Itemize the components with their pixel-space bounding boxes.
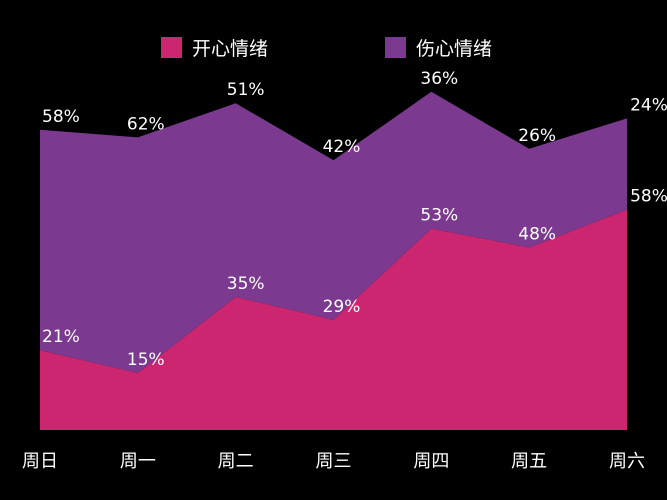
- label-happy-4: 53%: [420, 206, 458, 226]
- label-happy-2: 35%: [227, 274, 265, 294]
- label-sad-6: 24%: [630, 95, 667, 115]
- legend-swatch-happy: [161, 37, 182, 58]
- area-sad: [40, 91, 627, 374]
- x-tick-2: 周二: [218, 451, 254, 472]
- label-sad-5: 26%: [518, 126, 556, 146]
- legend-label-sad: 伤心情绪: [416, 38, 492, 60]
- x-tick-1: 周一: [120, 451, 156, 472]
- legend: 开心情绪 伤心情绪: [161, 37, 492, 60]
- label-sad-3: 42%: [323, 137, 361, 157]
- legend-label-happy: 开心情绪: [192, 38, 268, 60]
- x-axis-ticks: 周日 周一 周二 周三 周四 周五 周六: [22, 451, 645, 472]
- x-tick-3: 周三: [316, 451, 352, 472]
- label-sad-0: 58%: [42, 107, 80, 127]
- label-sad-4: 36%: [420, 69, 458, 89]
- label-happy-5: 48%: [518, 225, 556, 245]
- legend-swatch-sad: [385, 37, 406, 58]
- label-sad-2: 51%: [227, 80, 265, 100]
- label-sad-1: 62%: [127, 114, 165, 134]
- label-happy-3: 29%: [323, 297, 361, 317]
- areas: [40, 91, 627, 430]
- x-tick-6: 周六: [609, 451, 645, 472]
- x-tick-0: 周日: [22, 451, 58, 472]
- label-happy-6: 58%: [630, 187, 667, 207]
- data-labels: 21% 58% 15% 62% 35% 51% 29% 42% 53% 36% 48% 26% 58% 2…: [42, 69, 667, 370]
- label-happy-1: 15%: [127, 350, 165, 370]
- area-happy: [40, 209, 627, 430]
- x-tick-5: 周五: [511, 451, 547, 472]
- x-tick-4: 周四: [413, 451, 449, 472]
- label-happy-0: 21%: [42, 327, 80, 347]
